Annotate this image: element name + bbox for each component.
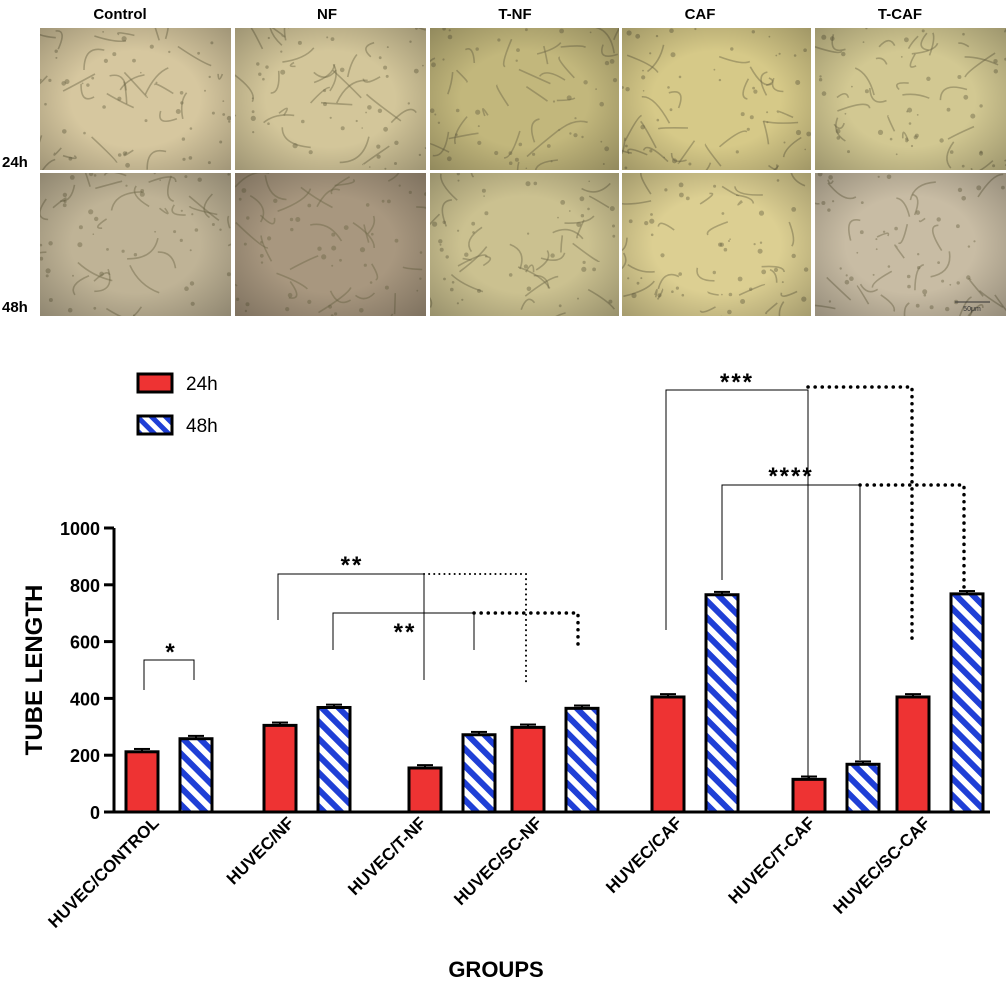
significance-label-5: **** — [768, 463, 813, 490]
category-label-huvec-sc-caf: HUVEC/SC-CAF — [830, 813, 934, 917]
bracket-nf-tnf — [277, 573, 425, 680]
significance-label-4: *** — [720, 369, 754, 396]
bar-huvec-caf-48h — [704, 593, 740, 814]
significance-label-1: * — [165, 639, 175, 666]
micrograph-t-caf-48h — [815, 173, 1006, 316]
legend-swatch-48h — [136, 414, 174, 436]
micrograph-t-nf-48h — [430, 173, 619, 316]
legend-label-48h: 48h — [186, 416, 218, 437]
y-tick-label-400: 400 — [70, 689, 100, 709]
category-label-huvec-t-caf: HUVEC/T-CAF — [725, 813, 819, 907]
bar-huvec-nf-48h — [316, 705, 352, 814]
micrograph-caf-24h — [622, 28, 811, 170]
legend-label-24h: 24h — [186, 374, 218, 395]
dotted-link-tnf-scnf — [423, 573, 527, 687]
x-axis-title: GROUPS — [448, 957, 543, 982]
dotted-link-tnf48-scnf48 — [472, 611, 580, 652]
y-tick-label-600: 600 — [70, 633, 100, 653]
bar-huvec-t-nf-24h — [407, 766, 443, 814]
y-tick-label-200: 200 — [70, 746, 100, 766]
significance-annotations: * ** ** *** **** — [143, 369, 966, 780]
category-label-huvec-t-nf: HUVEC/T-NF — [344, 813, 430, 899]
chart-axes: 0 200 400 600 800 1000 — [60, 519, 990, 823]
micrograph-panel: Control NF T-NF CAF T-CAF 24h 48h 50μm — [2, 6, 1006, 316]
bars — [124, 590, 985, 814]
y-tick-label-0: 0 — [90, 803, 100, 823]
micrograph-control-48h — [40, 173, 231, 316]
column-label-t-nf: T-NF — [498, 6, 531, 23]
micrograph-caf-48h — [622, 173, 811, 316]
significance-label-2: ** — [341, 552, 364, 579]
bar-huvec-t-nf-48h — [461, 733, 497, 814]
micrograph-control-24h — [40, 28, 231, 170]
bar-huvec-sc-nf-24h — [510, 725, 546, 814]
micrograph-t-nf-24h — [430, 28, 619, 170]
dotted-link-tcaf48-sccaf48 — [858, 483, 966, 592]
category-label-huvec-caf: HUVEC/CAF — [602, 813, 686, 897]
bracket-control — [143, 659, 195, 690]
bar-huvec-t-caf-48h — [845, 762, 881, 814]
micrograph-nf-48h — [235, 173, 426, 316]
category-label-huvec-nf: HUVEC/NF — [223, 813, 298, 888]
bar-huvec-t-caf-24h — [791, 777, 827, 814]
y-axis-title: TUBE LENGTH — [21, 585, 48, 756]
row-label-48h: 48h — [2, 299, 28, 316]
micrograph-nf-24h — [235, 28, 426, 170]
row-label-24h: 24h — [2, 154, 28, 171]
bar-huvec-control-24h — [124, 750, 160, 814]
category-label-huvec-control: HUVEC/CONTROL — [45, 813, 163, 931]
bar-huvec-control-48h — [178, 737, 214, 814]
legend-swatch-24h — [136, 372, 174, 394]
micrograph-t-caf-24h — [815, 28, 1006, 170]
column-label-nf: NF — [317, 6, 337, 23]
bar-huvec-caf-24h — [650, 695, 686, 814]
bracket-caf-tcaf — [665, 389, 809, 780]
bracket-caf48-tcaf48 — [721, 484, 861, 760]
significance-label-3: ** — [394, 619, 417, 646]
scale-bar-label: 50μm — [963, 306, 981, 313]
y-tick-label-800: 800 — [70, 576, 100, 596]
bar-huvec-sc-caf-48h — [949, 592, 985, 814]
column-label-control: Control — [93, 6, 146, 23]
bar-huvec-sc-caf-24h — [895, 695, 931, 814]
y-tick-label-1000: 1000 — [60, 519, 100, 539]
column-label-caf: CAF — [685, 6, 716, 23]
bracket-nf48-tnf48 — [332, 612, 475, 650]
legend: 24h 48h — [136, 372, 218, 437]
category-labels: HUVEC/CONTROL HUVEC/NF HUVEC/T-NF HUVEC/SC-… — [45, 813, 934, 931]
category-label-huvec-sc-nf: HUVEC/SC-NF — [450, 813, 546, 909]
column-label-t-caf: T-CAF — [878, 6, 922, 23]
dotted-link-tcaf-sccaf — [806, 385, 914, 642]
bar-huvec-sc-nf-48h — [564, 706, 600, 814]
bar-huvec-nf-24h — [262, 723, 298, 814]
